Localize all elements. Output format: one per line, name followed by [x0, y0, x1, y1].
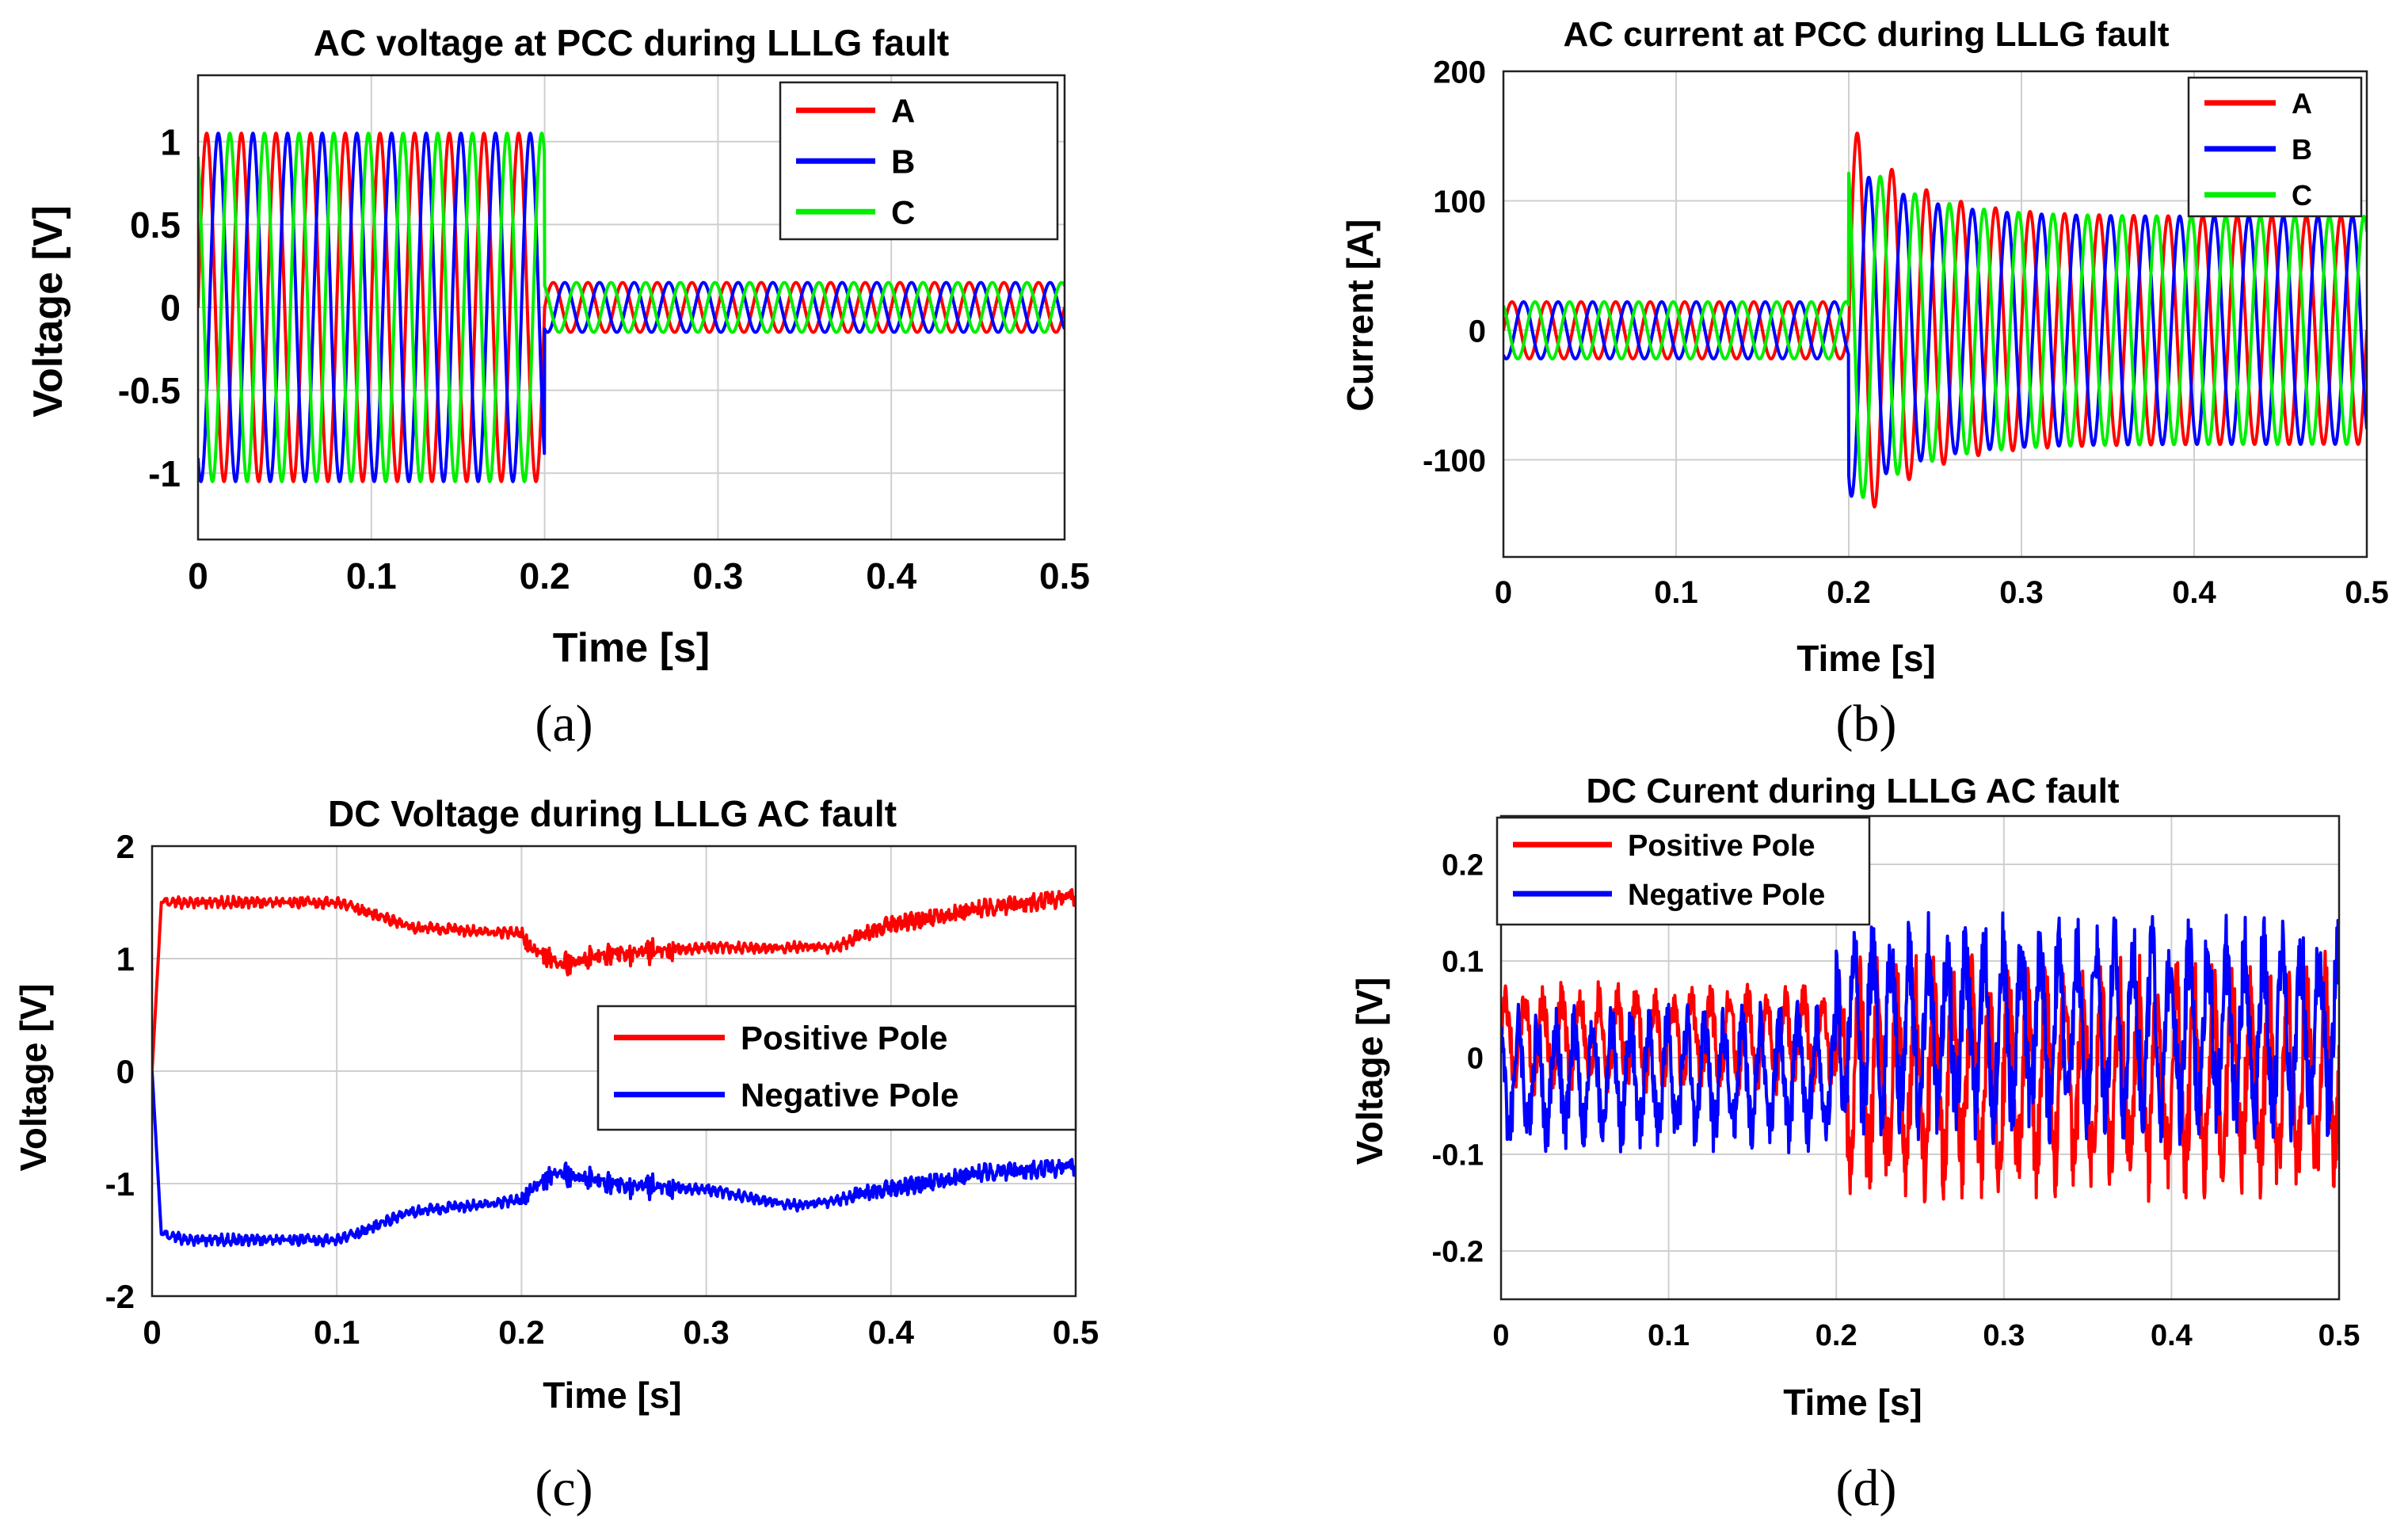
x-tick-label: 0.3 — [692, 555, 743, 597]
x-tick-label: 0.1 — [314, 1314, 360, 1351]
y-tick-label: 0.2 — [1442, 849, 1484, 883]
x-tick-label: 0 — [1495, 575, 1512, 610]
caption-a: (a) — [535, 695, 592, 753]
y-tick-label: 100 — [1433, 185, 1486, 219]
x-tick-label: 0.1 — [1648, 1319, 1690, 1352]
y-axis-label: Voltage [V] — [13, 984, 54, 1172]
legend-label: B — [2292, 133, 2312, 166]
y-tick-label: 0.5 — [130, 204, 181, 246]
panel-a-ac-voltage: AC voltage at PCC during LLLG fault Time… — [25, 22, 1090, 671]
series-line-positive-pole — [1501, 949, 2339, 1203]
series-line-positive-pole — [152, 888, 1076, 1072]
plot-area — [196, 74, 1066, 541]
series-line-negative-pole — [152, 1070, 1076, 1248]
y-tick-label: 200 — [1433, 55, 1486, 90]
x-tick-label: 0.4 — [868, 1314, 915, 1351]
y-tick-label: -100 — [1423, 444, 1486, 479]
y-tick-label: 0.1 — [1442, 946, 1484, 979]
series-line-a — [198, 132, 1065, 483]
chart-title: AC voltage at PCC during LLLG fault — [314, 22, 949, 63]
legend-label: Negative Pole — [1628, 879, 1825, 912]
x-tick-label: 0.5 — [1039, 555, 1090, 597]
y-axis-label: Current [A] — [1339, 219, 1381, 412]
legend-label: B — [891, 143, 915, 180]
x-tick-label: 0 — [143, 1314, 161, 1351]
legend-label: Negative Pole — [741, 1077, 958, 1114]
series-line-c — [1503, 171, 2367, 499]
plot-area — [1502, 70, 2368, 559]
x-axis-label: Time [s] — [543, 1375, 682, 1416]
x-tick-label: 0.3 — [1999, 575, 2044, 610]
x-tick-label: 0.2 — [1827, 575, 1871, 610]
y-tick-label: 1 — [160, 121, 181, 162]
x-tick-label: 0.5 — [2345, 575, 2389, 610]
x-tick-label: 0.2 — [1816, 1319, 1857, 1352]
legend-label: A — [891, 92, 915, 129]
legend: ABC — [2187, 76, 2363, 218]
y-tick-label: -0.5 — [118, 370, 181, 411]
x-axis-label: Time [s] — [1796, 638, 1936, 679]
panel-c-dc-voltage: DC Voltage during LLLG AC fault Time [s]… — [13, 793, 1099, 1416]
legend-label: Positive Pole — [741, 1020, 947, 1057]
x-tick-label: 0.4 — [2172, 575, 2216, 610]
chart-title: DC Voltage during LLLG AC fault — [328, 793, 897, 834]
series-line-b — [1503, 175, 2367, 498]
x-axis-label: Time [s] — [553, 625, 710, 671]
x-tick-label: 0.5 — [1053, 1314, 1099, 1351]
caption-c: (c) — [535, 1459, 592, 1517]
y-axis-label: Voltage [V] — [1349, 978, 1390, 1165]
series-line-negative-pole — [1501, 911, 2339, 1154]
y-tick-label: 2 — [116, 828, 135, 865]
caption-d: (d) — [1836, 1459, 1897, 1517]
legend-label: A — [2292, 87, 2312, 120]
legend: Positive Pole Negative Pole — [1495, 816, 1871, 926]
chart-title: AC current at PCC during LLLG fault — [1563, 15, 2169, 54]
x-tick-label: 0.1 — [1654, 575, 1698, 610]
x-tick-label: 0.2 — [498, 1314, 544, 1351]
y-tick-label: 0 — [1467, 1043, 1484, 1076]
series-line-c — [198, 132, 1065, 483]
legend-label: C — [891, 193, 915, 231]
y-tick-label: -1 — [105, 1165, 135, 1203]
legend-label: Positive Pole — [1628, 829, 1816, 863]
y-tick-label: -2 — [105, 1278, 135, 1315]
series-line-a — [1503, 132, 2367, 509]
x-tick-label: 0.4 — [866, 555, 916, 597]
y-tick-label: -1 — [148, 453, 181, 494]
x-tick-label: 0.1 — [346, 555, 397, 597]
plot-area — [1499, 814, 2341, 1301]
x-tick-label: 0.3 — [683, 1314, 729, 1351]
legend: ABC — [779, 81, 1059, 241]
x-tick-label: 0.3 — [1983, 1319, 2025, 1352]
legend-box — [596, 1005, 1077, 1131]
y-axis-label: Voltage [V] — [25, 205, 71, 418]
x-tick-label: 0.5 — [2318, 1319, 2360, 1352]
legend: Positive Pole Negative Pole — [596, 1005, 1077, 1131]
y-tick-label: 0 — [1469, 314, 1486, 349]
x-tick-label: 0.4 — [2151, 1319, 2193, 1352]
x-tick-label: 0 — [188, 555, 208, 597]
panel-b-ac-current: AC current at PCC during LLLG fault Time… — [1339, 15, 2389, 679]
y-tick-label: 1 — [116, 940, 135, 978]
x-tick-label: 0 — [1492, 1319, 1509, 1352]
y-tick-label: 0 — [160, 288, 181, 329]
y-tick-label: 0 — [116, 1053, 135, 1090]
x-axis-label: Time [s] — [1783, 1382, 1922, 1423]
caption-b: (b) — [1836, 695, 1897, 753]
y-tick-label: -0.2 — [1432, 1236, 1484, 1269]
x-tick-label: 0.2 — [520, 555, 570, 597]
legend-label: C — [2292, 179, 2312, 212]
panel-d-dc-current: DC Curent during LLLG AC fault Time [s] … — [1349, 772, 2360, 1423]
y-tick-label: -0.1 — [1432, 1139, 1484, 1173]
chart-title: DC Curent during LLLG AC fault — [1587, 772, 2120, 810]
legend-box — [1495, 816, 1871, 926]
series-line-b — [198, 132, 1065, 483]
